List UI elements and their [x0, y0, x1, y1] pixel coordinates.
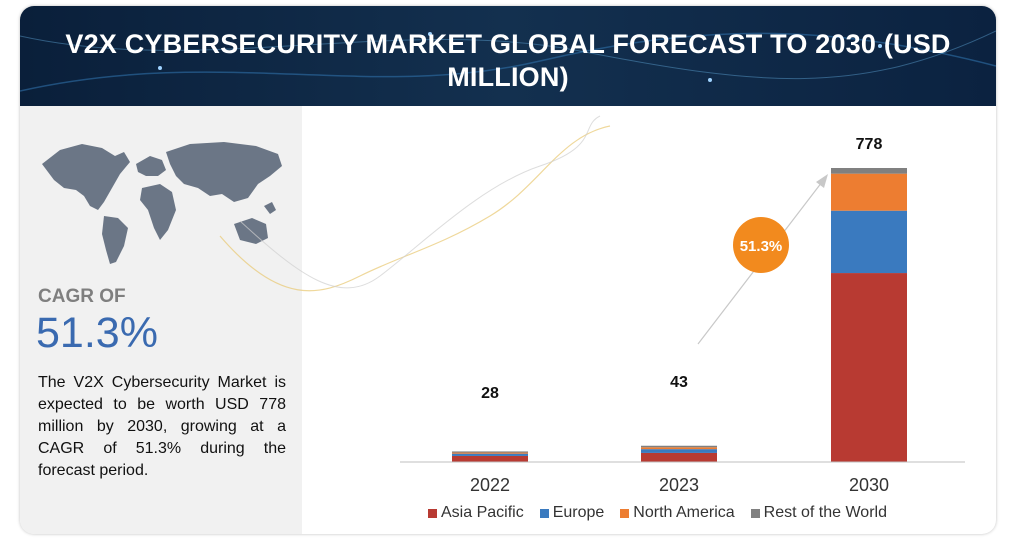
bar-segment-2030-north-america [831, 173, 907, 211]
bar-segment-2022-north-america [452, 452, 528, 454]
bar-segment-2022-rest-of-the-world [452, 451, 528, 453]
legend-item-asia-pacific: Asia Pacific [428, 504, 524, 522]
legend-swatch [750, 508, 760, 518]
decorative-curve-grey [239, 115, 601, 289]
x-tick-label: 2023 [659, 475, 699, 495]
bar-segment-2022-europe [452, 453, 528, 456]
legend-label: Europe [552, 504, 605, 521]
legend-swatch [620, 508, 630, 518]
bar-segment-2030-europe [831, 210, 907, 274]
decorative-curve [219, 125, 611, 292]
bar-segment-2023-europe [641, 449, 717, 453]
infographic-card: V2X CYBERSECURITY MARKET GLOBAL FORECAST… [20, 6, 996, 534]
legend-swatch [428, 508, 437, 518]
bar-segment-2022-asia-pacific [452, 455, 528, 462]
growth-arrow-head [816, 174, 828, 188]
stacked-bar-chart: 2022 28 2023 43 2030 778 51.3% [219, 115, 965, 495]
bar-total-label: 28 [481, 385, 499, 402]
bar-segment-2030-rest-of-the-world [831, 168, 907, 174]
legend-item-europe: Europe [539, 504, 605, 522]
legend-label: North America [633, 504, 735, 521]
world-map-icon [42, 142, 282, 264]
legend-label: Asia Pacific [441, 504, 524, 521]
chart-title: V2X CYBERSECURITY MARKET GLOBAL FORECAST… [65, 29, 951, 92]
market-description: The V2X Cybersecurity Market is expected… [38, 374, 286, 479]
bar-segment-2023-north-america [641, 447, 717, 450]
cagr-bubble [733, 217, 789, 273]
legend-item-north-america: North America [620, 504, 735, 522]
legend-item-rest-of-the-world: Rest of the World [750, 504, 887, 522]
summary-panel: CAGR OF 51.3% The V2X Cybersecurity Mark… [20, 106, 302, 534]
cagr-value: 51.3% [36, 309, 158, 357]
legend-swatch [539, 508, 549, 518]
header-background-graphic [20, 30, 996, 92]
legend-label: Rest of the World [763, 504, 887, 521]
bar-segment-2023-rest-of-the-world [641, 445, 717, 448]
chart-legend: Asia Pacific Europe North America Rest of t… [428, 504, 887, 522]
cagr-bubble-label: 51.3% [740, 238, 783, 255]
bar-segment-2030-asia-pacific [831, 273, 907, 462]
bar-segment-2023-asia-pacific [641, 452, 717, 462]
bar-total-label: 43 [670, 374, 688, 391]
cagr-label: CAGR OF [38, 286, 126, 307]
bar-total-label: 778 [856, 136, 883, 153]
x-tick-label: 2022 [470, 475, 510, 495]
x-tick-label: 2030 [849, 475, 889, 495]
header-banner: V2X CYBERSECURITY MARKET GLOBAL FORECAST… [20, 6, 996, 106]
